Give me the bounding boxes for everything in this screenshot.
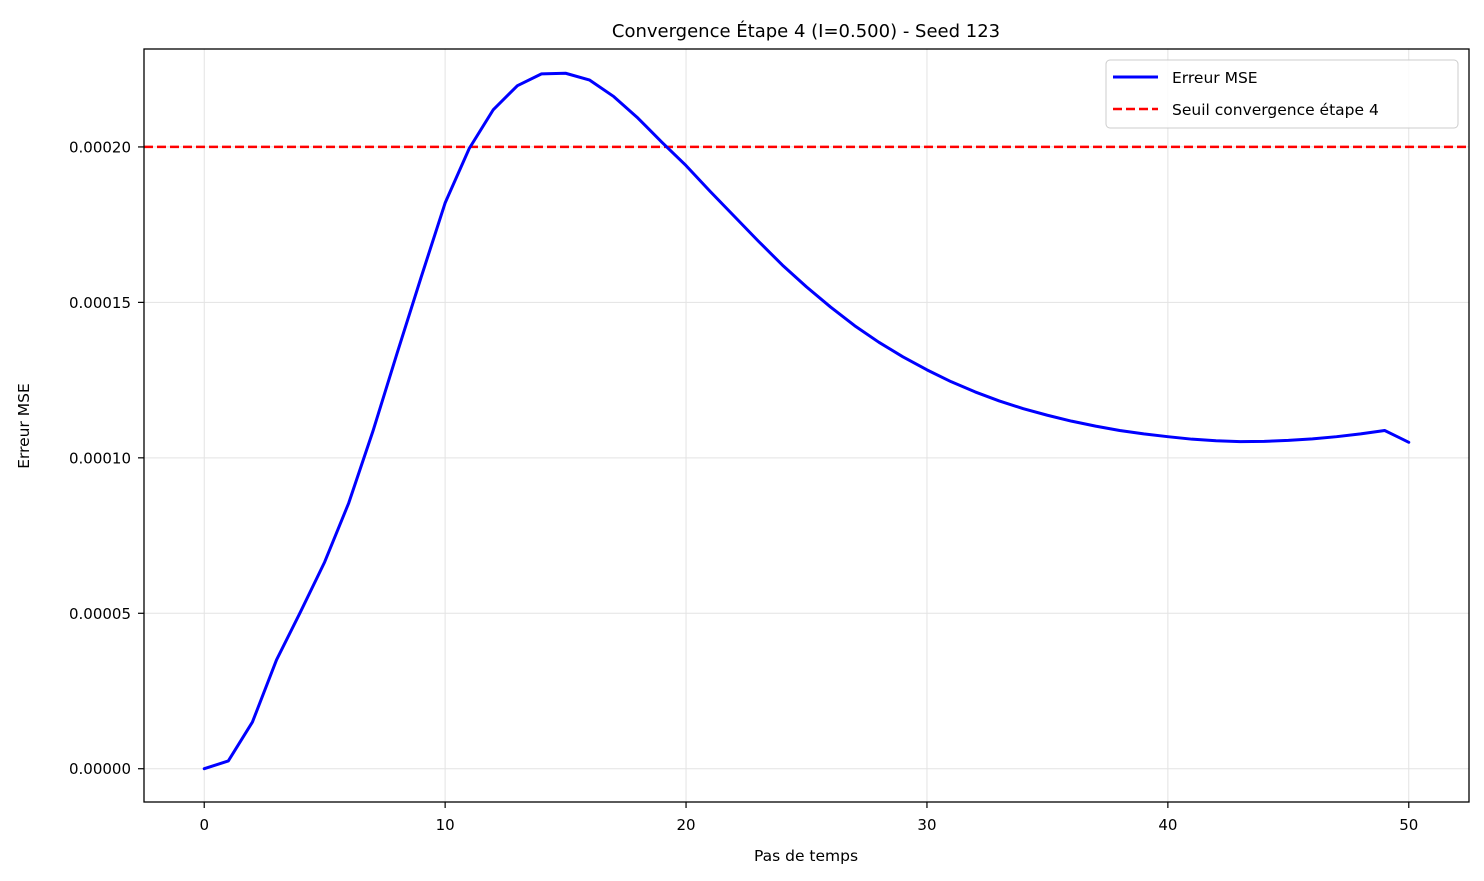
x-tick-label: 10	[436, 816, 455, 834]
legend-box	[1105, 59, 1459, 129]
y-tick-label: 0.00020	[69, 138, 131, 156]
x-tick-label: 50	[1399, 816, 1418, 834]
legend-label-erreur-mse: Erreur MSE	[1172, 69, 1258, 87]
legend-label-seuil: Seuil convergence étape 4	[1172, 101, 1379, 119]
series-layer	[202, 71, 1411, 771]
y-tick-label: 0.00005	[69, 605, 131, 623]
series-line-erreur-mse	[202, 71, 1411, 771]
x-tick-label: 30	[917, 816, 936, 834]
y-tick-label: 0.00015	[69, 294, 131, 312]
x-tick-label: 0	[199, 816, 209, 834]
y-axis-label: Erreur MSE	[15, 383, 33, 469]
y-tick-label: 0.00000	[69, 760, 131, 778]
x-axis-ticks: 0 10 20 30 40 50	[199, 802, 1418, 834]
y-axis-ticks: 0.00000 0.00005 0.00010 0.00015 0.00020	[69, 138, 144, 778]
y-tick-label: 0.00010	[69, 449, 131, 467]
x-axis-label: Pas de temps	[754, 847, 858, 865]
plot-frame	[143, 48, 1470, 803]
chart-title: Convergence Étape 4 (I=0.500) - Seed 123	[612, 20, 1000, 42]
x-tick-label: 20	[676, 816, 695, 834]
x-tick-label: 40	[1158, 816, 1177, 834]
legend: Erreur MSE Seuil convergence étape 4	[1105, 59, 1459, 129]
